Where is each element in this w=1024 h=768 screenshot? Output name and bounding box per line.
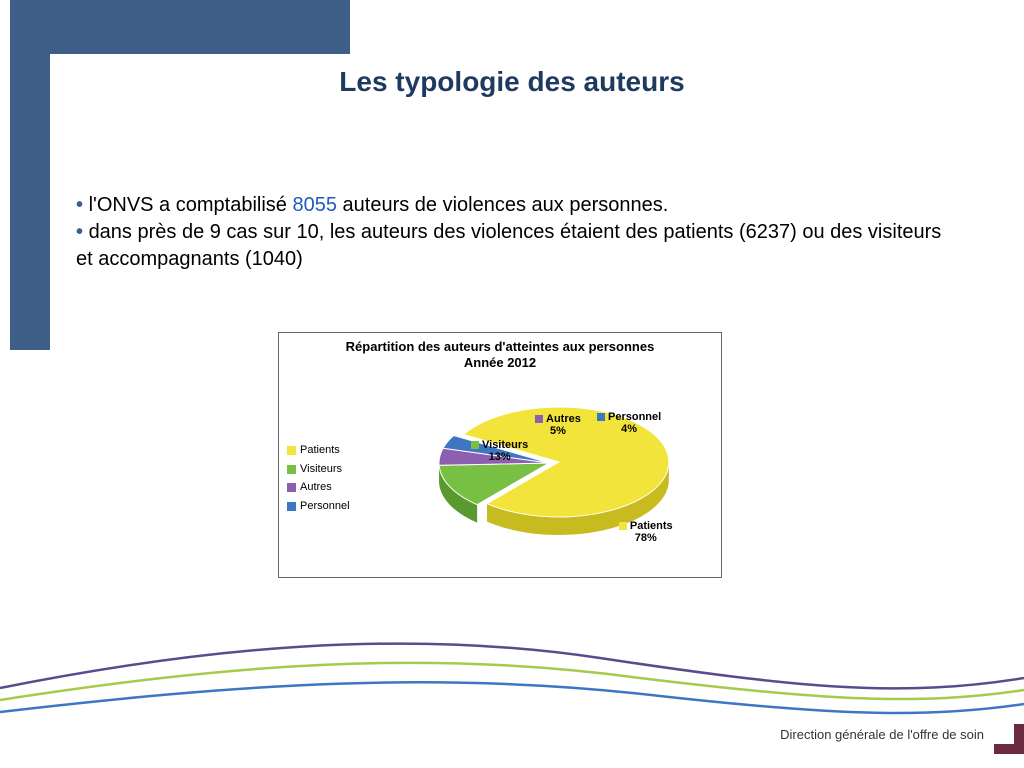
bullet-2-text: dans près de 9 cas sur 10, les auteurs d…	[76, 221, 941, 270]
chart-title-line1: Répartition des auteurs d'atteintes aux …	[346, 339, 655, 354]
bullet-1-post: auteurs de violences aux personnes.	[337, 194, 668, 216]
data-label: Patients78%	[619, 520, 673, 544]
corner-accent	[994, 724, 1024, 754]
bullet-dot: •	[76, 194, 89, 216]
data-label-swatch	[471, 441, 479, 449]
legend-label: Personnel	[300, 497, 350, 516]
legend-item: Personnel	[287, 497, 350, 516]
legend-item: Autres	[287, 478, 350, 497]
data-label-swatch	[597, 413, 605, 421]
bullet-dot: •	[76, 221, 89, 243]
data-label-swatch	[619, 522, 627, 530]
chart-legend: PatientsVisiteursAutresPersonnel	[287, 441, 350, 516]
data-label-pct: 4%	[621, 423, 637, 435]
legend-label: Visiteurs	[300, 460, 342, 479]
legend-swatch	[287, 446, 296, 455]
chart-title-line2: Année 2012	[464, 355, 536, 370]
legend-label: Patients	[300, 441, 340, 460]
decorative-swoosh	[0, 588, 1024, 728]
legend-item: Patients	[287, 441, 350, 460]
page-title: Les typologie des auteurs	[0, 66, 1024, 98]
data-label-name: Autres	[546, 413, 581, 425]
data-label-pct: 5%	[550, 425, 566, 437]
pie-chart-container: Répartition des auteurs d'atteintes aux …	[278, 332, 722, 578]
bullet-list: • l'ONVS a comptabilisé 8055 auteurs de …	[76, 192, 956, 273]
data-label: Personnel4%	[597, 411, 661, 435]
bullet-1: • l'ONVS a comptabilisé 8055 auteurs de …	[76, 192, 956, 219]
data-label-name: Personnel	[608, 411, 661, 423]
data-label-swatch	[535, 415, 543, 423]
bullet-1-number: 8055	[292, 194, 337, 216]
legend-label: Autres	[300, 478, 332, 497]
data-label: Visiteurs13%	[471, 439, 528, 463]
data-label-name: Patients	[630, 520, 673, 532]
data-label: Autres5%	[535, 413, 581, 437]
legend-swatch	[287, 465, 296, 474]
legend-swatch	[287, 483, 296, 492]
data-label-pct: 13%	[489, 451, 511, 463]
legend-item: Visiteurs	[287, 460, 350, 479]
footer-text: Direction générale de l'offre de soin	[780, 727, 984, 742]
legend-swatch	[287, 502, 296, 511]
bullet-2: • dans près de 9 cas sur 10, les auteurs…	[76, 219, 956, 273]
chart-title: Répartition des auteurs d'atteintes aux …	[279, 333, 721, 372]
bullet-1-pre: l'ONVS a comptabilisé	[89, 194, 293, 216]
data-label-pct: 78%	[635, 532, 657, 544]
header-block	[10, 0, 350, 54]
data-label-name: Visiteurs	[482, 439, 528, 451]
